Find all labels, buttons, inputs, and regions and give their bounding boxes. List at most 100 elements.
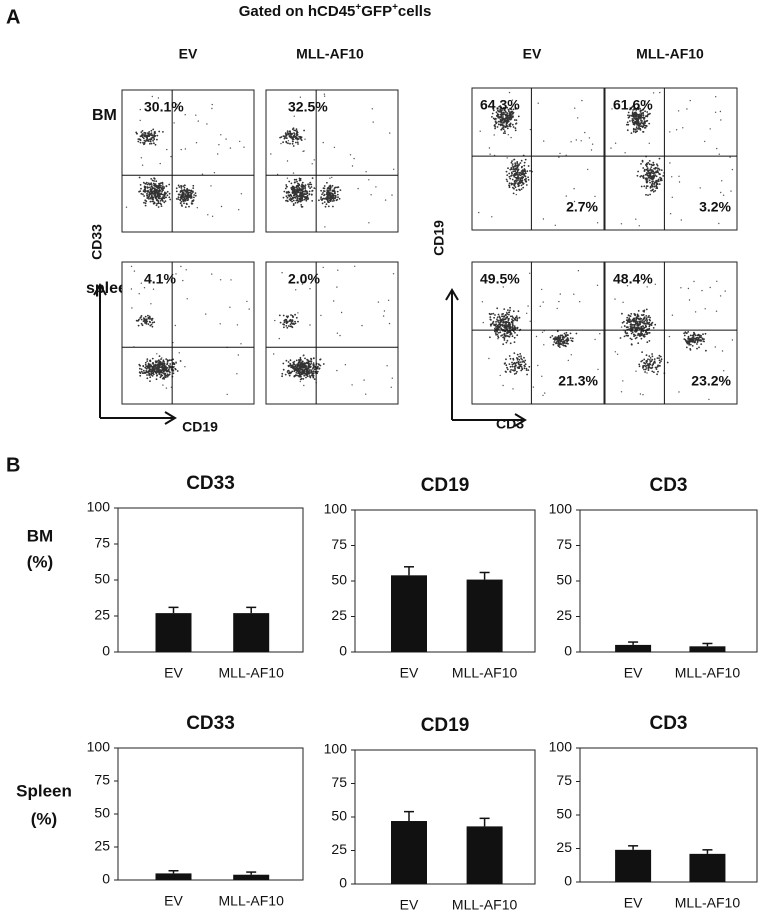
event-dot <box>632 333 635 336</box>
event-dot <box>311 163 313 165</box>
event-dot <box>285 320 287 323</box>
event-dot <box>658 359 661 362</box>
event-dot <box>230 279 232 281</box>
event-dot <box>518 188 520 191</box>
event-dot <box>636 174 639 177</box>
event-dot <box>517 182 520 185</box>
quadrant-percent: 30.1% <box>144 99 184 115</box>
event-dot <box>183 184 186 187</box>
event-dot <box>560 343 563 346</box>
event-dot <box>148 131 151 133</box>
event-dot <box>683 332 685 335</box>
event-dot <box>321 202 324 205</box>
event-dot <box>162 369 165 372</box>
event-dot <box>494 314 496 316</box>
event-dot <box>390 386 392 388</box>
plot-frame <box>117 507 304 653</box>
event-dot <box>211 107 213 110</box>
event-dot <box>186 190 189 193</box>
event-dot <box>505 117 508 120</box>
event-dot <box>153 177 156 180</box>
event-dot <box>159 362 161 365</box>
flow-plot-frame <box>121 89 255 233</box>
event-dot <box>503 130 506 133</box>
event-dot <box>187 191 190 194</box>
event-dot <box>148 367 151 370</box>
event-dot <box>182 279 184 282</box>
event-dot <box>644 324 647 327</box>
event-dot <box>298 375 301 378</box>
event-dot <box>180 200 183 203</box>
event-dot <box>523 174 526 177</box>
event-dot <box>145 136 148 139</box>
event-dot <box>172 363 175 365</box>
event-dot <box>489 336 491 339</box>
event-dot <box>162 360 165 363</box>
event-dot <box>505 321 507 324</box>
y-tick-label: 25 <box>556 839 572 855</box>
row-label: (%) <box>27 552 53 571</box>
event-dot <box>637 121 640 123</box>
chart-title: CD33 <box>186 713 235 734</box>
event-dot <box>646 115 649 118</box>
event-dot <box>291 314 294 317</box>
event-dot <box>630 108 632 110</box>
bar <box>155 873 192 880</box>
event-dot <box>688 343 690 346</box>
event-dot <box>142 190 145 193</box>
event-dot <box>645 354 648 357</box>
event-dot <box>520 181 523 184</box>
event-dot <box>500 119 503 122</box>
event-dot <box>514 316 517 319</box>
bar <box>233 613 270 652</box>
event-dot <box>511 178 514 181</box>
event-dot <box>696 339 699 341</box>
event-dot <box>145 322 148 325</box>
event-dot <box>565 195 567 197</box>
event-dot <box>285 359 288 362</box>
event-dot <box>565 154 567 156</box>
event-dot <box>372 121 374 123</box>
y-tick-label: 25 <box>331 841 347 857</box>
event-dot <box>494 117 497 120</box>
event-dot <box>333 146 336 149</box>
event-dot <box>309 375 311 377</box>
event-dot <box>158 189 160 192</box>
event-dot <box>150 303 152 305</box>
event-dot <box>173 122 175 124</box>
event-dot <box>500 328 503 330</box>
event-dot <box>190 202 193 205</box>
event-dot <box>514 127 517 130</box>
event-dot <box>704 140 706 143</box>
event-dot <box>320 198 322 200</box>
event-dot <box>482 321 484 324</box>
event-dot <box>331 195 334 198</box>
event-dot <box>499 124 502 127</box>
event-dot <box>297 369 300 372</box>
event-dot <box>517 185 520 188</box>
event-dot <box>291 191 294 194</box>
event-dot <box>161 371 164 374</box>
event-dot <box>151 367 154 370</box>
event-dot <box>173 366 175 368</box>
event-dot <box>148 366 150 368</box>
event-dot <box>180 195 182 198</box>
event-dot <box>185 191 188 194</box>
event-dot <box>646 341 649 344</box>
event-dot <box>328 193 331 195</box>
event-dot <box>704 308 706 310</box>
event-dot <box>515 173 517 176</box>
event-dot <box>656 167 658 170</box>
event-dot <box>163 367 165 370</box>
event-dot <box>299 369 302 371</box>
event-dot <box>649 181 651 184</box>
event-dot <box>183 189 186 192</box>
event-dot <box>154 195 156 197</box>
event-dot <box>495 111 498 114</box>
event-dot <box>322 187 325 190</box>
event-dot <box>300 204 303 206</box>
event-dot <box>645 308 648 311</box>
event-dot <box>163 201 166 204</box>
event-dot <box>629 114 631 117</box>
event-dot <box>563 342 565 344</box>
